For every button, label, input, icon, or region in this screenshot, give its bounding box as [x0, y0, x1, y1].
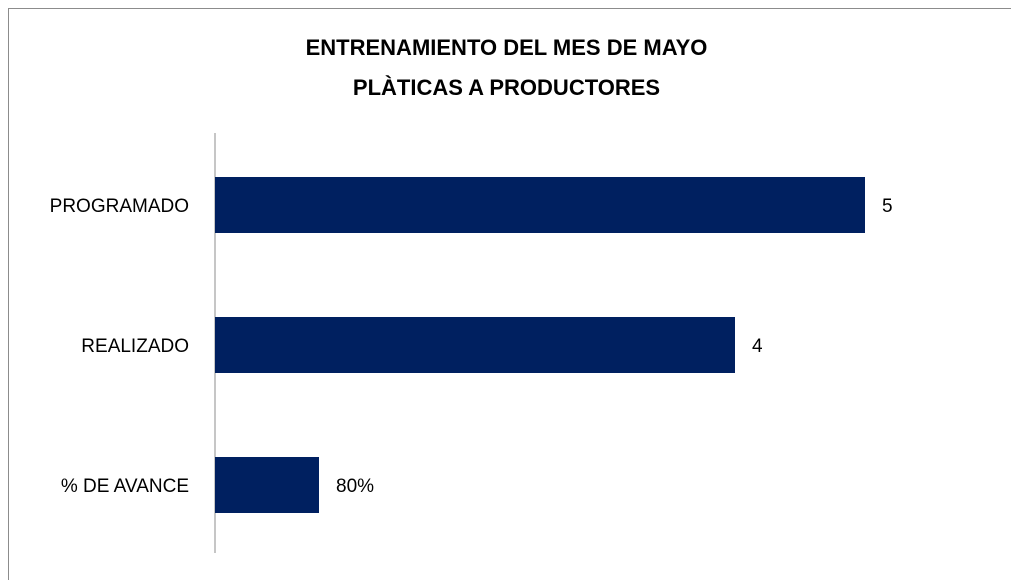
bar-0 — [215, 177, 865, 233]
bar-2 — [215, 457, 319, 513]
bars-layer: PROGRAMADO 5 REALIZADO 4 % DE AVANCE 80% — [50, 177, 893, 513]
data-label-0: 5 — [882, 196, 893, 217]
category-label-0: PROGRAMADO — [50, 196, 189, 217]
bar-1 — [215, 317, 735, 373]
category-label-1: REALIZADO — [81, 336, 189, 357]
category-label-2: % DE AVANCE — [61, 476, 189, 497]
data-label-2: 80% — [336, 476, 374, 497]
data-label-1: 4 — [752, 336, 763, 357]
